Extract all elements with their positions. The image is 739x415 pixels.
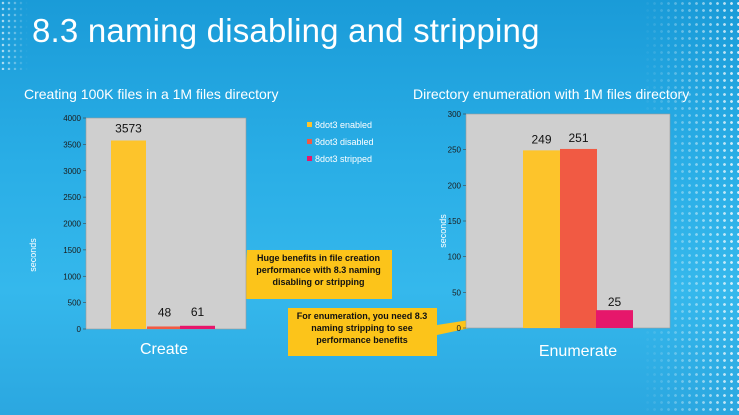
bar-8dot3-enabled bbox=[523, 150, 560, 328]
callout-enumerate: For enumeration, you need 8.3 naming str… bbox=[296, 311, 428, 345]
x-category-label: Create bbox=[140, 341, 188, 358]
y-tick-label: 150 bbox=[448, 217, 462, 226]
bar-8dot3-stripped bbox=[596, 310, 633, 328]
callout-create: Huge benefits in file creation performan… bbox=[256, 253, 381, 287]
y-tick-label: 500 bbox=[68, 299, 82, 308]
y-axis-label: seconds bbox=[438, 214, 448, 248]
y-tick-label: 250 bbox=[448, 146, 462, 155]
slide-title: 8.3 naming disabling and stripping bbox=[32, 12, 540, 49]
y-tick-label: 4000 bbox=[63, 114, 81, 123]
bar-8dot3-disabled bbox=[560, 148, 597, 328]
bar-8dot3-disabled bbox=[147, 326, 182, 329]
legend-swatch bbox=[307, 156, 312, 161]
legend-entry: 8dot3 disabled bbox=[315, 137, 374, 147]
data-label: 25 bbox=[608, 295, 622, 309]
y-tick-label: 0 bbox=[77, 325, 82, 334]
data-label: 48 bbox=[158, 305, 172, 319]
y-tick-label: 3000 bbox=[63, 167, 81, 176]
right-chart-title: Directory enumeration with 1M files dire… bbox=[413, 86, 690, 102]
y-tick-label: 300 bbox=[448, 110, 462, 119]
data-label: 61 bbox=[191, 305, 205, 319]
data-label: 249 bbox=[531, 132, 551, 146]
legend-entry: 8dot3 stripped bbox=[315, 154, 372, 164]
y-tick-label: 3500 bbox=[63, 140, 81, 149]
y-tick-label: 2500 bbox=[63, 193, 81, 202]
legend-swatch bbox=[307, 122, 312, 127]
y-tick-label: 1000 bbox=[63, 272, 81, 281]
bar-8dot3-stripped bbox=[180, 325, 215, 329]
y-tick-label: 50 bbox=[452, 288, 461, 297]
bar-8dot3-enabled bbox=[111, 140, 146, 329]
y-axis-label: seconds bbox=[28, 238, 38, 272]
y-tick-label: 100 bbox=[448, 253, 462, 262]
data-label: 3573 bbox=[115, 122, 142, 136]
dot-pattern-decoration-left bbox=[0, 0, 28, 70]
y-tick-label: 1500 bbox=[63, 246, 81, 255]
left-chart-title: Creating 100K files in a 1M files direct… bbox=[24, 86, 279, 102]
legend-swatch bbox=[307, 139, 312, 144]
y-tick-label: 200 bbox=[448, 181, 462, 190]
y-tick-label: 0 bbox=[457, 324, 462, 333]
data-label: 251 bbox=[568, 131, 588, 145]
legend-entry: 8dot3 enabled bbox=[315, 120, 372, 130]
plot-area-1 bbox=[85, 117, 247, 330]
y-tick-label: 2000 bbox=[63, 220, 81, 229]
x-category-label: Enumerate bbox=[539, 343, 617, 360]
